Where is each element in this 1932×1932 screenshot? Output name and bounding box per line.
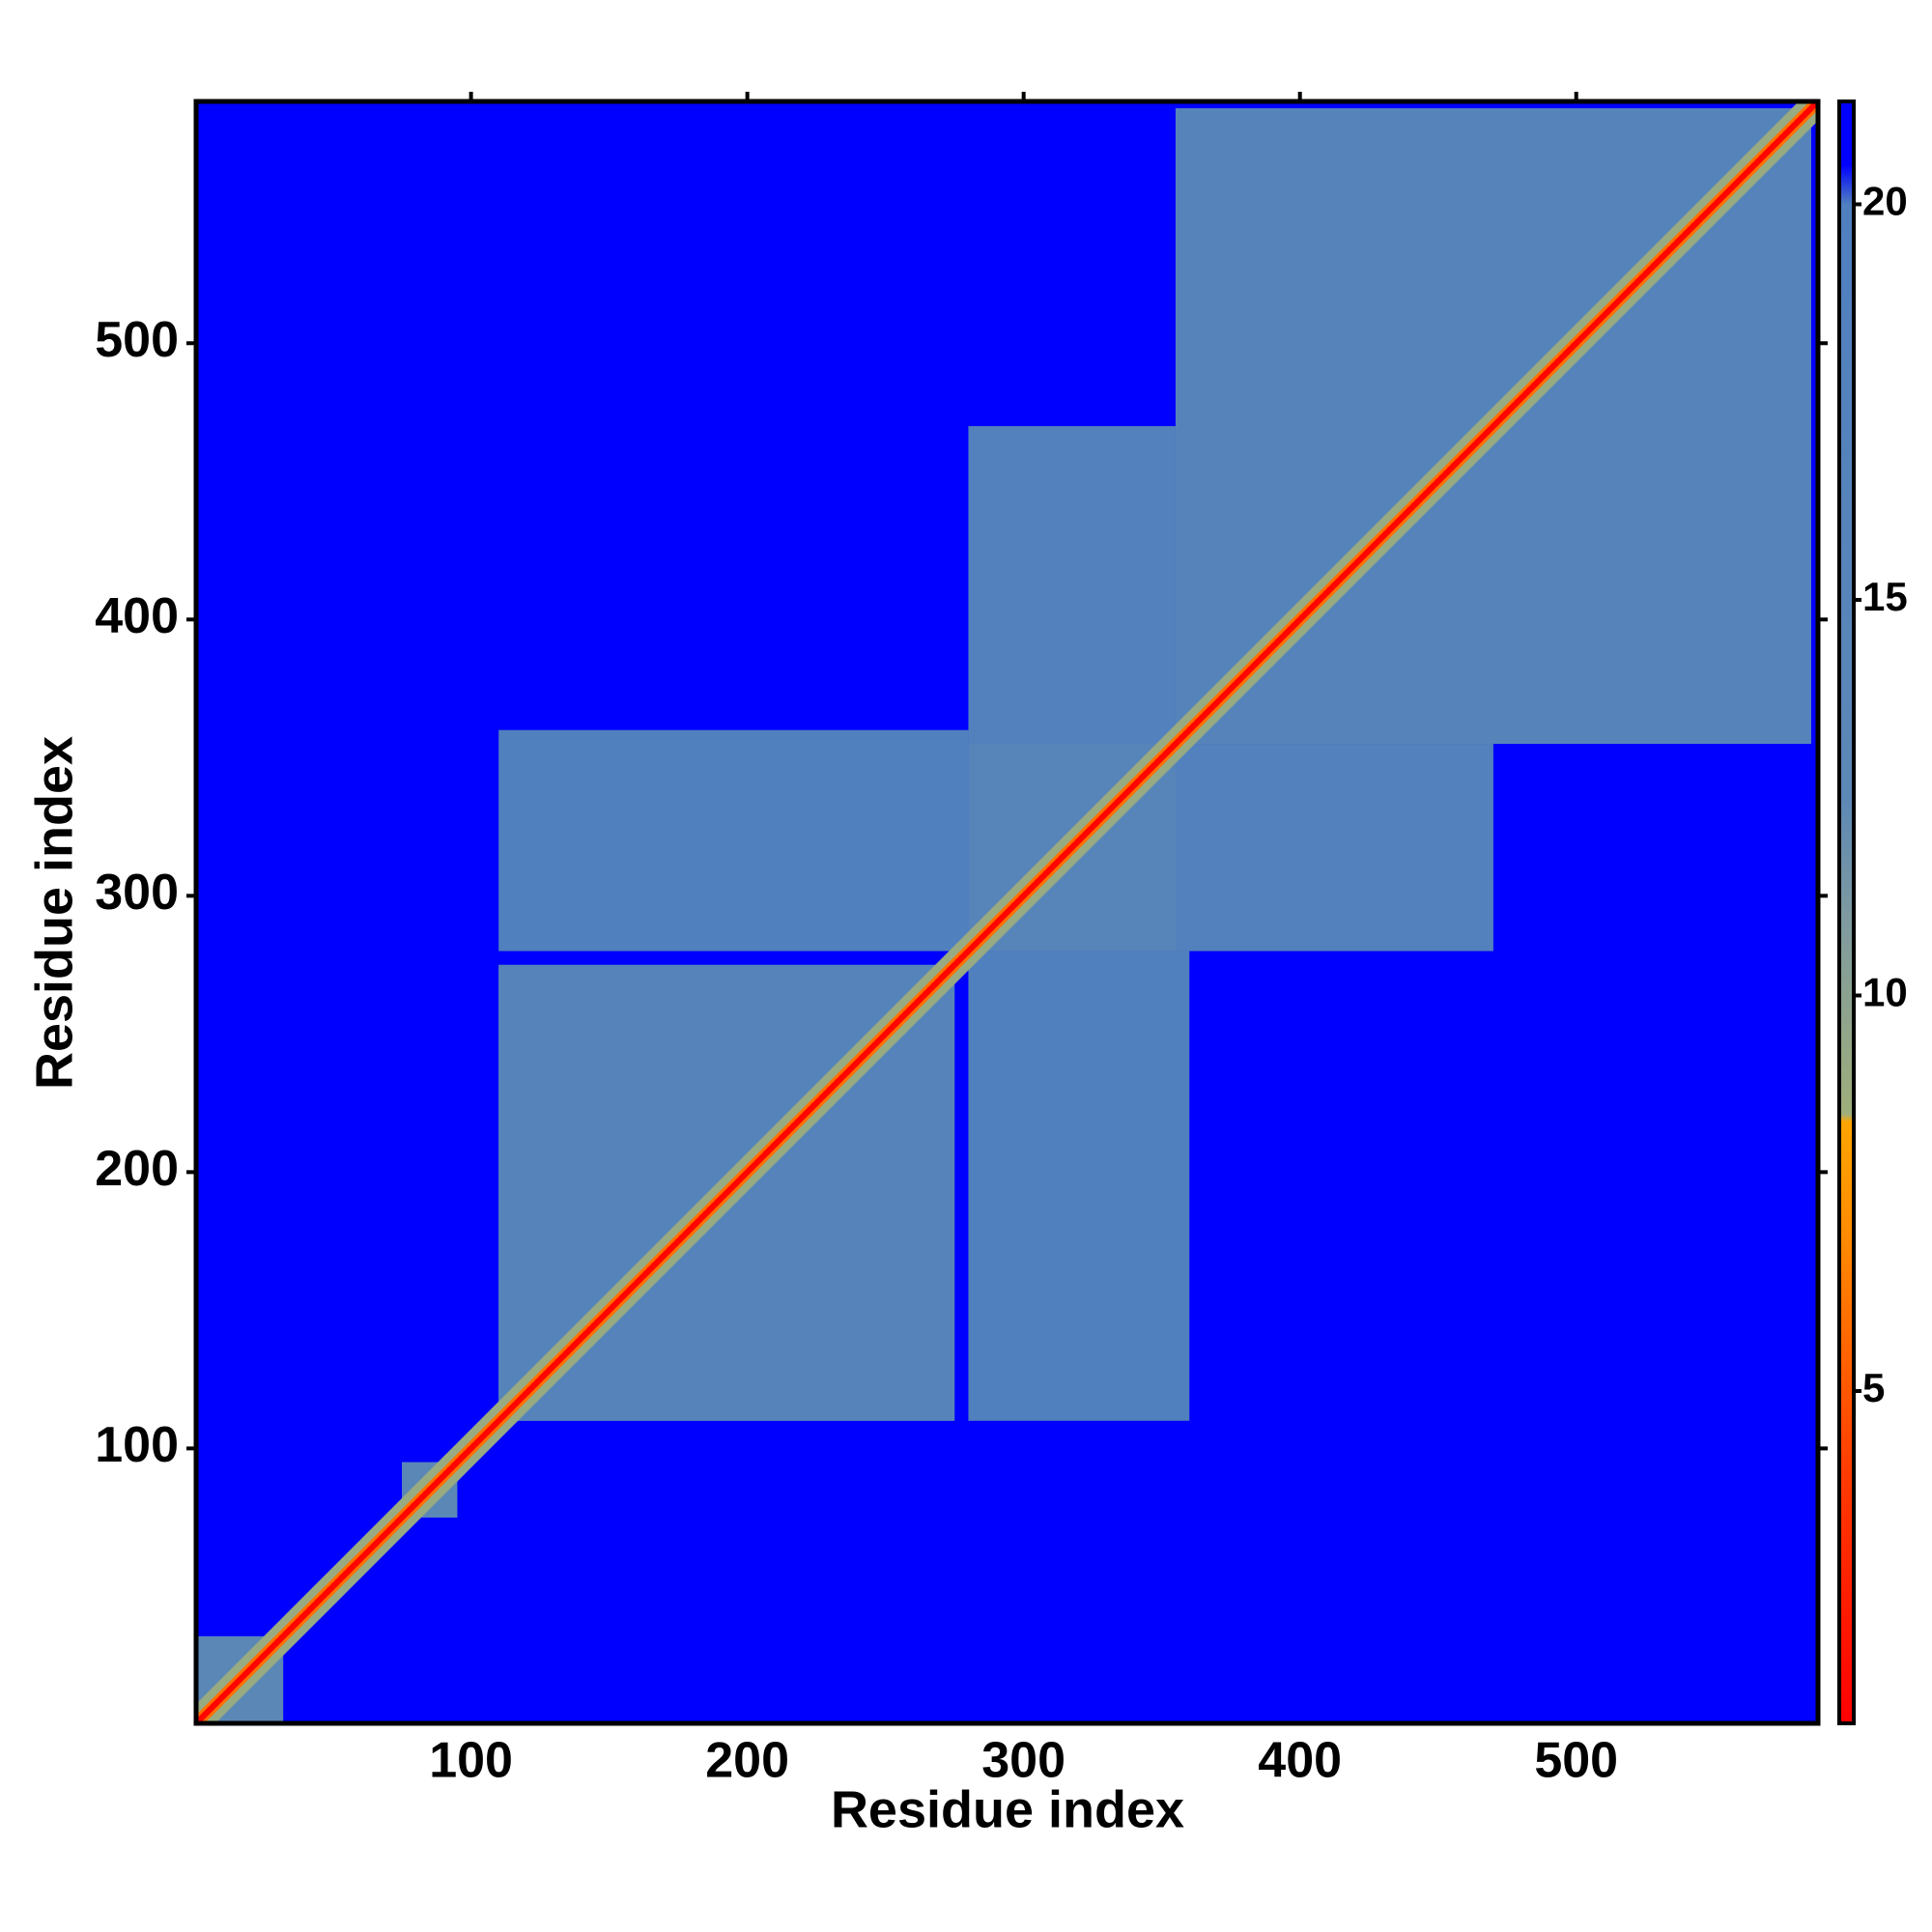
heatmap-region: [1175, 744, 1493, 952]
colorbar: [1837, 99, 1856, 1725]
diagonal-band: [196, 101, 1818, 1723]
heatmap-region: [968, 426, 1176, 745]
x-tick-label: 500: [1534, 1733, 1618, 1789]
colorbar-tick-label: 10: [1862, 970, 1908, 1015]
y-tick-label: 500: [95, 312, 179, 368]
y-tick-label: 400: [95, 588, 179, 644]
colorbar-tick-label: 15: [1862, 574, 1908, 619]
x-axis-title: Residue index: [831, 1780, 1184, 1838]
y-tick-label: 200: [95, 1141, 179, 1197]
y-axis-title: Residue index: [25, 736, 83, 1090]
y-tick-label: 100: [95, 1417, 179, 1473]
colorbar-tick-label: 5: [1862, 1365, 1885, 1410]
x-tick-label: 400: [1258, 1733, 1342, 1789]
y-tick-label: 300: [95, 865, 179, 921]
heatmap-region: [498, 729, 969, 952]
x-tick-label: 300: [981, 1733, 1065, 1789]
plot-area: [196, 101, 1818, 1723]
heatmap-region: [968, 951, 1190, 1421]
plot-frame: [193, 99, 1821, 1726]
x-tick-label: 200: [705, 1733, 789, 1789]
x-tick-label: 100: [429, 1733, 513, 1789]
colorbar-tick-label: 20: [1862, 179, 1908, 224]
